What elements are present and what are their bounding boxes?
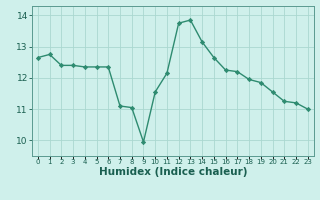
X-axis label: Humidex (Indice chaleur): Humidex (Indice chaleur) <box>99 167 247 177</box>
